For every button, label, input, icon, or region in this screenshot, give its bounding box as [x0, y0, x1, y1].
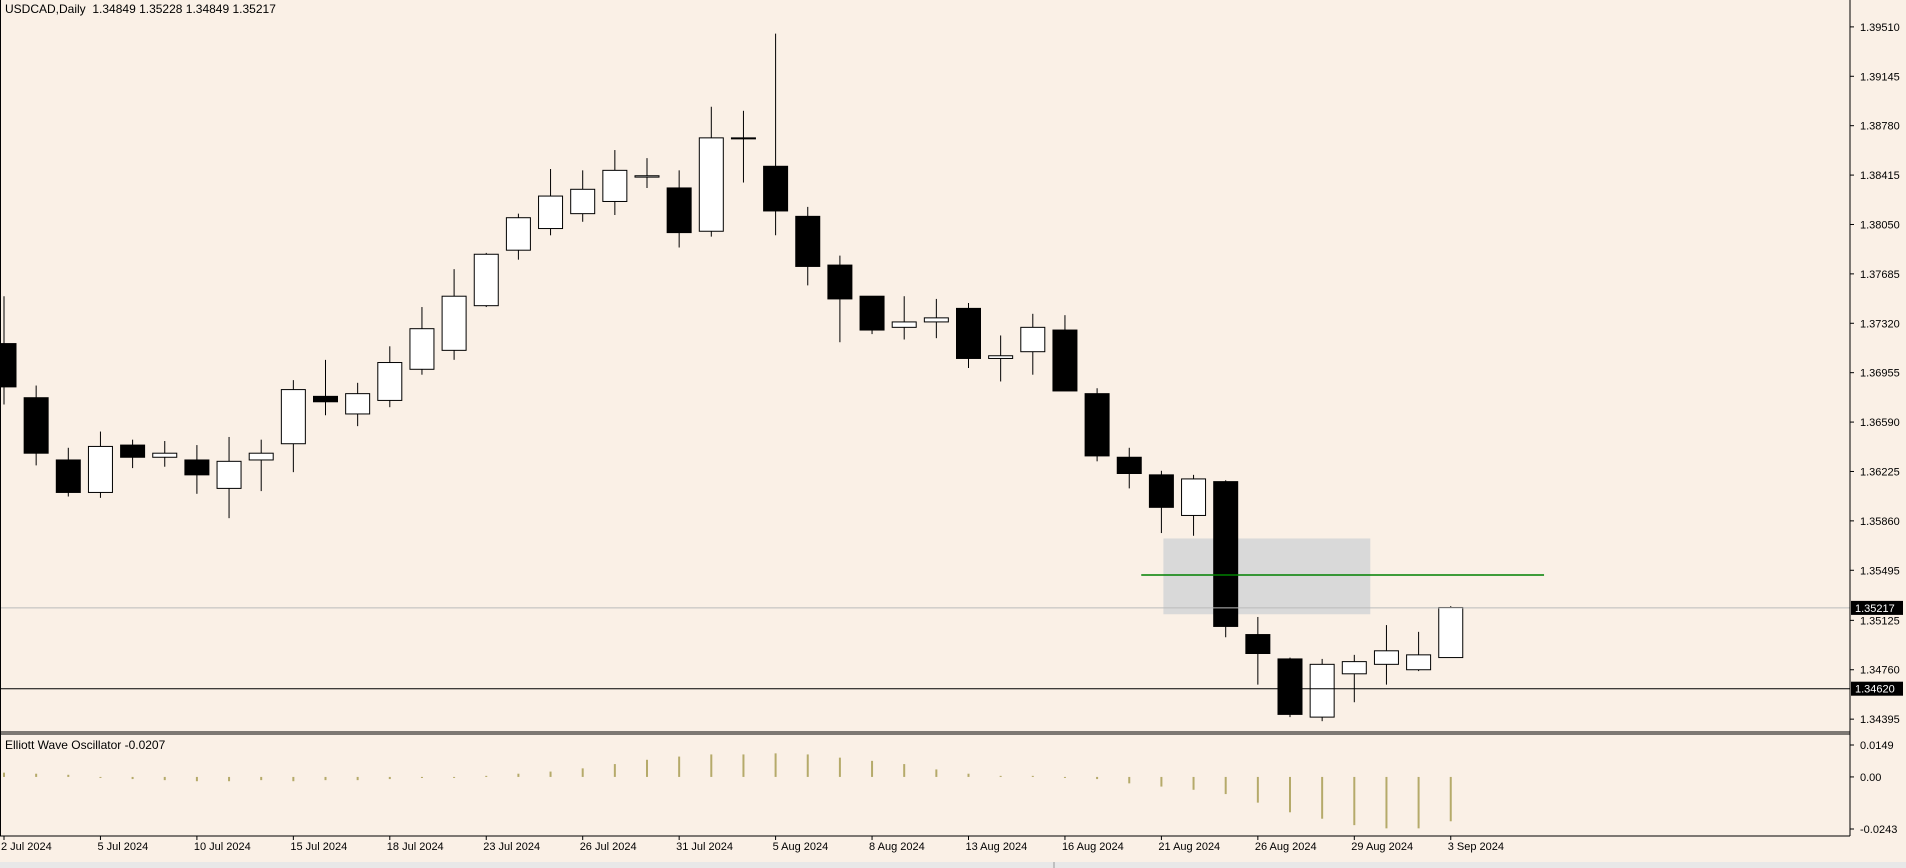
price-tick-label: 1.35495 [1860, 565, 1900, 577]
candle-bull [280, 389, 306, 445]
price-tick-label: 1.38415 [1860, 170, 1900, 182]
candle-bull [570, 188, 596, 215]
hline-price-label-box [1851, 681, 1903, 696]
candle-bear [0, 343, 17, 388]
date-tick-label: 5 Jul 2024 [97, 841, 148, 853]
candle-bear [120, 444, 146, 458]
chart-header: USDCAD,Daily 1.34849 1.35228 1.34849 1.3… [5, 2, 276, 16]
candle-bull [602, 169, 628, 202]
osc-tick-label: -0.0243 [1860, 824, 1897, 836]
osc-tick-label: 0.0149 [1860, 740, 1894, 752]
current-price-label: 1.35217 [1855, 603, 1895, 615]
candle-bear [827, 264, 853, 300]
candle-bull [1309, 663, 1335, 718]
candle-bull [473, 253, 499, 307]
date-tick-label: 21 Aug 2024 [1158, 841, 1220, 853]
date-tick-label: 5 Aug 2024 [773, 841, 829, 853]
candle-bear [795, 215, 821, 267]
current-price-label-box [1851, 600, 1903, 615]
candle-bear [184, 459, 210, 476]
candle-bull [345, 393, 371, 415]
candle-bull [152, 452, 178, 458]
candle-bull [505, 217, 531, 251]
candle-bear [763, 165, 789, 212]
zone-rect [1163, 538, 1371, 615]
candle-bull [409, 328, 435, 370]
candle-bear [313, 395, 338, 403]
candle-bear [859, 295, 885, 331]
date-tick-label: 23 Jul 2024 [483, 841, 540, 853]
price-tick-label: 1.39145 [1860, 71, 1900, 83]
date-tick-label: 18 Jul 2024 [387, 841, 444, 853]
oscillator-layer [3, 753, 1452, 829]
candle-bull [441, 295, 467, 351]
candle-bull [634, 175, 660, 178]
candle-bear [956, 307, 981, 359]
date-tick-label: 13 Aug 2024 [966, 841, 1028, 853]
ohlc-label: 1.34849 1.35228 1.34849 1.35217 [92, 2, 276, 16]
candle-bull [216, 460, 242, 489]
candle-bull [1181, 478, 1207, 516]
price-tick-label: 1.38780 [1860, 121, 1900, 133]
date-tick-label: 10 Jul 2024 [194, 841, 251, 853]
price-tick-label: 1.39510 [1860, 22, 1900, 34]
candle-bear [666, 187, 692, 234]
date-tick-label: 8 Aug 2024 [869, 841, 925, 853]
candle-bull [538, 195, 564, 230]
price-tick-label: 1.34395 [1860, 714, 1900, 726]
price-tick-label: 1.36225 [1860, 466, 1900, 478]
date-tick-label: 2 Jul 2024 [1, 841, 52, 853]
price-tick-label: 1.34760 [1860, 665, 1900, 677]
price-tick-label: 1.36955 [1860, 368, 1900, 380]
date-tick-label: 16 Aug 2024 [1062, 841, 1124, 853]
lines-layer [0, 574, 1850, 690]
scrollbar-track[interactable] [0, 862, 1906, 868]
candle-bear [1052, 329, 1078, 392]
candle-bull [1020, 326, 1046, 353]
zone-layer [1163, 538, 1371, 615]
candle-bear [1245, 634, 1271, 655]
price-tick-label: 1.35125 [1860, 615, 1900, 627]
candle-bull [1373, 650, 1399, 665]
date-tick-label: 15 Jul 2024 [290, 841, 347, 853]
candle-bear [23, 397, 49, 454]
price-tick-label: 1.35860 [1860, 516, 1900, 528]
price-tick-label: 1.37685 [1860, 269, 1900, 281]
candle-bull [1438, 606, 1464, 659]
date-tick-label: 29 Aug 2024 [1351, 841, 1413, 853]
candle-bull [923, 317, 949, 323]
date-tick-label: 3 Sep 2024 [1448, 841, 1504, 853]
candle-bull [730, 137, 756, 140]
candle-bull [377, 362, 403, 401]
symbol-label: USDCAD,Daily [5, 2, 86, 16]
hline-price-label: 1.34620 [1855, 684, 1895, 696]
date-tick-label: 26 Aug 2024 [1255, 841, 1317, 853]
candle-bull [988, 355, 1014, 359]
price-tick-label: 1.38050 [1860, 219, 1900, 231]
date-tick-label: 26 Jul 2024 [580, 841, 637, 853]
candle-bull [1341, 661, 1367, 675]
candles-layer [0, 33, 1464, 722]
candle-bull [248, 452, 274, 461]
oscillator-title: Elliott Wave Oscillator -0.0207 [5, 738, 166, 752]
candle-bear [1084, 393, 1110, 457]
price-tick-label: 1.36590 [1860, 417, 1900, 429]
date-tick-label: 31 Jul 2024 [676, 841, 733, 853]
candle-bear [1213, 481, 1239, 627]
candle-bull [87, 445, 113, 493]
price-tick-label: 1.37320 [1860, 318, 1900, 330]
candle-bull [698, 137, 724, 232]
candle-bear [1148, 474, 1174, 508]
candle-bull [891, 321, 917, 328]
candle-bear [1116, 456, 1142, 475]
candle-bear [55, 459, 81, 493]
osc-tick-label: 0.00 [1860, 772, 1881, 784]
candle-bear [1277, 658, 1303, 715]
candle-bull [1406, 654, 1432, 671]
